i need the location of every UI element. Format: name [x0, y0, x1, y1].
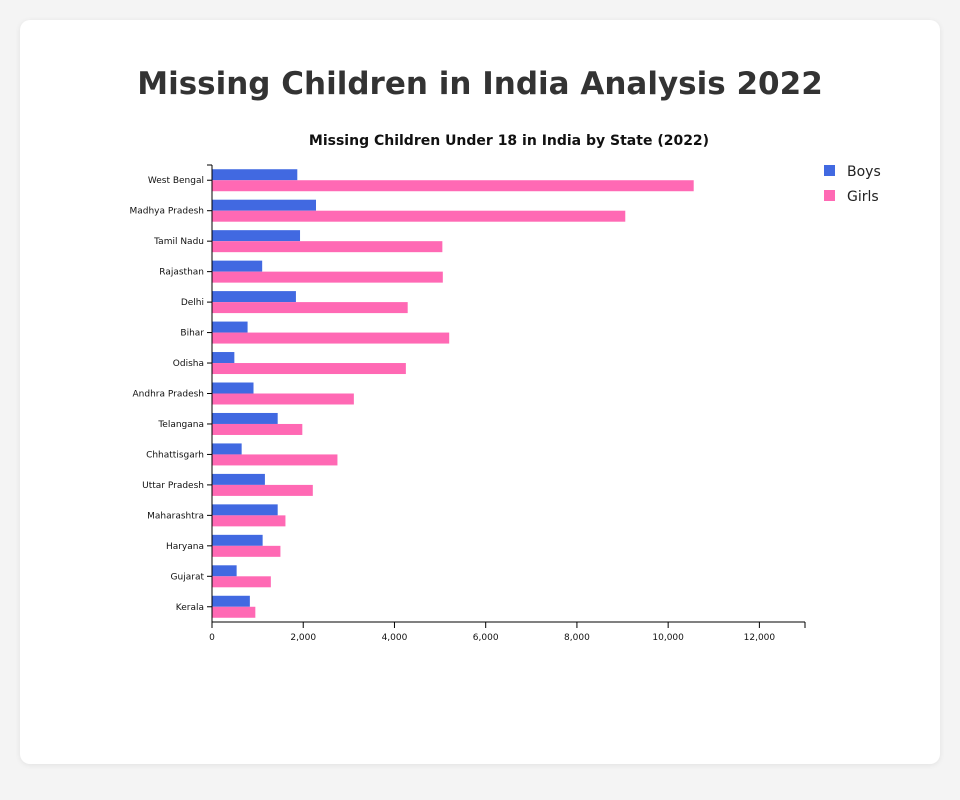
y-tick-label: Haryana — [166, 542, 204, 552]
x-axis: 0 2,000 4,000 6,000 8,000 10,000 12,000 — [209, 621, 806, 643]
y-tick-label: Odisha — [173, 359, 204, 369]
bar-boys-rajasthan — [212, 260, 263, 272]
y-tick-label: Madhya Pradesh — [129, 207, 204, 217]
y-tick-label: Tamil Nadu — [153, 237, 204, 247]
x-tick-label: 4,000 — [382, 633, 408, 643]
bar-boys-haryana — [212, 534, 263, 546]
y-tick-label: Delhi — [181, 298, 204, 308]
bar-girls-bihar — [212, 332, 450, 344]
x-tick-label: 0 — [209, 633, 215, 643]
bars-group — [212, 169, 694, 618]
bar-boys-kerala — [212, 595, 250, 607]
bar-girls-rajasthan — [212, 271, 443, 283]
y-tick-label: Bihar — [180, 329, 204, 339]
legend-swatch-girls — [824, 190, 835, 201]
bar-boys-chhattisgarh — [212, 443, 242, 455]
bar-girls-uttar-pradesh — [212, 484, 313, 496]
x-tick-label: 12,000 — [744, 633, 776, 643]
y-tick-label: Uttar Pradesh — [142, 481, 204, 491]
y-tick-label: Chhattisgarh — [146, 450, 204, 460]
bar-girls-tamil-nadu — [212, 241, 443, 253]
bar-girls-west-bengal — [212, 180, 694, 192]
y-tick-label: Kerala — [176, 603, 204, 613]
bar-boys-madhya-pradesh — [212, 199, 317, 211]
y-tick-label: West Bengal — [148, 176, 204, 186]
bar-girls-telangana — [212, 423, 303, 435]
legend-label-girls: Girls — [847, 189, 879, 205]
legend-swatch-boys — [824, 165, 835, 176]
x-tick-label: 2,000 — [290, 633, 316, 643]
bar-boys-tamil-nadu — [212, 230, 301, 242]
bar-girls-madhya-pradesh — [212, 210, 626, 222]
bar-boys-bihar — [212, 321, 248, 333]
bar-girls-haryana — [212, 545, 281, 557]
bar-girls-delhi — [212, 302, 408, 314]
chart-card — [20, 20, 940, 764]
y-tick-label: Telangana — [157, 420, 204, 430]
page-title: Missing Children in India Analysis 2022 — [137, 66, 823, 102]
bar-girls-kerala — [212, 606, 256, 618]
x-tick-label: 10,000 — [652, 633, 684, 643]
bar-boys-uttar-pradesh — [212, 473, 265, 485]
bar-boys-andhra-pradesh — [212, 382, 254, 394]
bar-girls-maharashtra — [212, 515, 286, 527]
legend-label-boys: Boys — [847, 164, 881, 180]
bar-girls-odisha — [212, 363, 406, 375]
bar-boys-maharashtra — [212, 504, 278, 516]
y-tick-label: Andhra Pradesh — [133, 390, 204, 400]
bar-boys-gujarat — [212, 565, 237, 577]
y-tick-label: Maharashtra — [147, 511, 204, 521]
y-tick-label: Rajasthan — [159, 268, 204, 278]
chart-title: Missing Children Under 18 in India by St… — [309, 133, 709, 149]
bar-girls-chhattisgarh — [212, 454, 338, 466]
bar-girls-andhra-pradesh — [212, 393, 354, 405]
legend: Boys Girls — [824, 164, 881, 205]
y-tick-label: Gujarat — [171, 572, 205, 582]
x-tick-label: 8,000 — [564, 633, 590, 643]
bar-girls-gujarat — [212, 576, 271, 588]
bar-boys-west-bengal — [212, 169, 298, 181]
bar-boys-odisha — [212, 352, 235, 364]
x-tick-label: 6,000 — [473, 633, 499, 643]
bar-boys-delhi — [212, 291, 296, 303]
bar-boys-telangana — [212, 412, 278, 424]
y-axis: West Bengal Madhya Pradesh Tamil Nadu Rajas… — [129, 164, 213, 622]
